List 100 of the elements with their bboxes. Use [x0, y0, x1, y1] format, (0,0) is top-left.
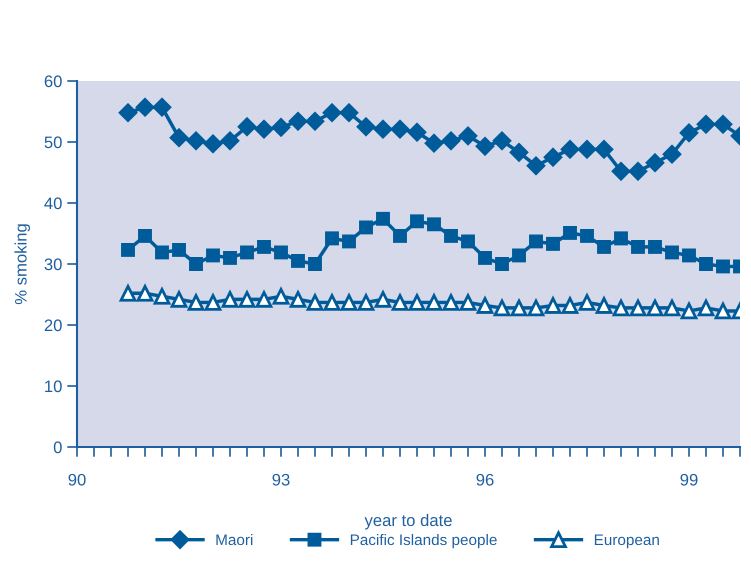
point [170, 128, 188, 147]
point [544, 297, 562, 314]
point [714, 115, 732, 134]
point [476, 137, 494, 156]
point [136, 284, 154, 302]
point [562, 297, 578, 314]
point [291, 254, 305, 268]
point [580, 228, 594, 243]
point [662, 144, 682, 164]
point [612, 300, 630, 316]
legend-label: Pacific Islands people [350, 534, 497, 548]
point [204, 134, 222, 154]
point [528, 300, 544, 316]
y-tick-label: 20 [44, 319, 62, 332]
point [698, 300, 714, 316]
point [614, 231, 628, 246]
point [256, 291, 272, 308]
point [306, 294, 324, 311]
x-tick-label: 99 [680, 474, 698, 486]
point [186, 132, 206, 150]
point [630, 300, 646, 316]
point [393, 228, 407, 243]
point [594, 140, 614, 159]
point [631, 240, 645, 254]
point [510, 143, 528, 162]
x-tick-label: 96 [476, 474, 494, 486]
point [170, 291, 188, 308]
point [510, 300, 528, 316]
point [121, 243, 135, 257]
point [646, 300, 664, 316]
point [460, 294, 476, 311]
point [716, 259, 730, 274]
y-tick-label: 0 [54, 441, 62, 454]
point [172, 243, 186, 257]
point [257, 240, 271, 254]
point [288, 112, 308, 131]
point [495, 257, 509, 271]
point [427, 217, 441, 232]
point [494, 300, 510, 316]
point [699, 257, 713, 271]
point [512, 248, 526, 262]
x-axis-title: year to date [364, 514, 452, 530]
point [408, 294, 426, 311]
point [359, 220, 373, 234]
point [680, 124, 698, 142]
point [155, 245, 169, 260]
point [410, 214, 424, 228]
point [272, 288, 290, 305]
point [308, 257, 322, 271]
point [290, 291, 306, 308]
point [356, 118, 376, 136]
point [444, 228, 458, 243]
point [118, 103, 138, 122]
point [376, 212, 390, 226]
point [324, 294, 340, 311]
point [274, 245, 288, 260]
point [374, 120, 392, 138]
point [120, 284, 136, 302]
point [648, 240, 662, 254]
y-tick-label: 50 [44, 136, 62, 148]
point [578, 140, 596, 159]
point [563, 226, 577, 240]
point [682, 248, 696, 262]
point [238, 291, 256, 308]
point [529, 234, 543, 248]
point [492, 132, 512, 150]
point [154, 288, 170, 305]
point [206, 248, 220, 262]
point [188, 294, 204, 311]
point [560, 140, 580, 159]
y-tick-label: 10 [45, 380, 62, 392]
point [578, 294, 596, 311]
point [458, 126, 478, 146]
point [696, 115, 716, 134]
point [408, 122, 426, 142]
point [325, 231, 339, 246]
point [424, 134, 444, 152]
point [358, 294, 374, 311]
point [306, 112, 324, 131]
point [342, 234, 356, 248]
point [204, 294, 222, 311]
legend-label: Maori [216, 534, 252, 546]
point [392, 294, 408, 311]
point [596, 297, 612, 314]
x-tick-label: 90 [68, 474, 86, 486]
point [322, 103, 342, 122]
y-tick-label: 60 [44, 75, 62, 88]
y-tick-label: 30 [44, 258, 62, 270]
point [442, 294, 460, 311]
point [628, 162, 648, 181]
point [665, 245, 679, 260]
point [240, 245, 254, 260]
point [546, 236, 560, 251]
legend-label: European [594, 534, 659, 548]
point [597, 240, 611, 254]
point [189, 257, 203, 271]
point [526, 156, 546, 176]
point [220, 132, 240, 150]
point [442, 132, 460, 150]
point [476, 297, 494, 314]
